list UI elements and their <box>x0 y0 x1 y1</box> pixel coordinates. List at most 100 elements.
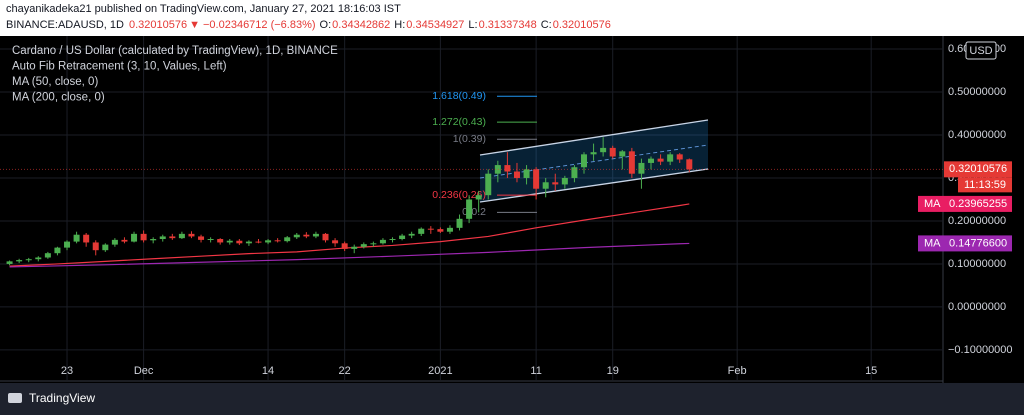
candle-body <box>628 151 635 174</box>
candle-body <box>494 165 501 174</box>
candle-body <box>35 257 42 260</box>
y-tick-label: 0.20000000 <box>948 215 1006 227</box>
candle-body <box>332 240 339 244</box>
candle-body <box>25 259 32 261</box>
countdown: 11:13:59 <box>964 179 1006 191</box>
candle-body <box>207 239 214 241</box>
candle-body <box>418 228 425 234</box>
x-tick-label: 14 <box>262 365 274 377</box>
x-tick-label: 2021 <box>428 365 452 377</box>
candle-body <box>6 261 13 264</box>
fib-label: 1(0.39) <box>453 133 486 145</box>
candle-body <box>265 240 272 243</box>
candle-body <box>370 243 377 245</box>
candle-body <box>312 233 319 237</box>
y-tick-label: 0.50000000 <box>948 86 1006 98</box>
candle-body <box>523 169 530 178</box>
candle-body <box>73 234 80 242</box>
candle-body <box>533 169 540 189</box>
candle-body <box>217 239 224 243</box>
legend-entry: MA (200, close, 0) <box>12 92 105 104</box>
ma-line <box>9 203 690 267</box>
candle-body <box>466 199 473 219</box>
legend-entry: Cardano / US Dollar (calculated by Tradi… <box>12 45 338 57</box>
candle-body <box>609 147 616 157</box>
header-field: BINANCE:ADAUSD, 1D <box>6 19 124 31</box>
header-field: 0.32010576 <box>553 19 611 31</box>
ma-line <box>9 242 690 268</box>
header-field: O: <box>320 19 332 31</box>
x-tick-label: 15 <box>865 365 877 377</box>
candle-body <box>198 236 205 240</box>
legend-entry: Auto Fib Retracement (3, 10, Values, Lef… <box>12 61 227 73</box>
symbol-line: BINANCE:ADAUSD, 1D 0.32010576 ▼ −0.02346712… <box>6 19 611 31</box>
candle-body <box>226 240 233 243</box>
y-tick-label: 0.40000000 <box>948 129 1006 141</box>
header-field: −0.02346712 (−6.83%) <box>203 19 316 31</box>
candle-body <box>427 228 434 230</box>
candle-body <box>178 233 185 239</box>
footer-bar <box>0 383 1024 415</box>
header-field: C: <box>541 19 552 31</box>
ma-tag: MA <box>924 198 941 210</box>
candle-body <box>676 154 683 160</box>
ma-price-label: 0.14776600 <box>949 237 1007 249</box>
x-tick-label: 11 <box>530 365 541 377</box>
candle-body <box>188 233 195 237</box>
candle-body <box>284 237 291 242</box>
candle-body <box>437 229 444 232</box>
candle-body <box>131 233 138 242</box>
candle-body <box>303 234 310 237</box>
candle-body <box>341 243 348 249</box>
x-tick-label: 19 <box>607 365 619 377</box>
candle-body <box>542 182 549 189</box>
candle-body <box>322 233 329 241</box>
candle-body <box>552 182 559 185</box>
y-tick-label: −0.10000000 <box>948 344 1013 356</box>
fib-label: 0.236(0.26) <box>432 189 486 201</box>
candle-body <box>92 242 99 251</box>
candle-body <box>351 246 358 249</box>
candle-body <box>44 253 51 258</box>
last-price-box <box>944 161 1012 178</box>
candle-body <box>667 154 674 162</box>
candle-body <box>236 240 243 244</box>
candle-body <box>54 247 61 254</box>
candle-body <box>456 218 463 228</box>
candle-body <box>619 151 626 157</box>
ma-price-box <box>918 195 1012 212</box>
candle-body <box>513 171 520 178</box>
candle-body <box>648 158 655 163</box>
candle-body <box>150 239 157 241</box>
candle-body <box>600 147 607 153</box>
x-tick-label: Dec <box>134 365 154 377</box>
candle-body <box>638 162 645 174</box>
fib-label: 1.618(0.49) <box>432 90 486 102</box>
candle-body <box>83 234 90 243</box>
header-bar <box>0 0 1024 36</box>
parallel-channel <box>479 119 709 203</box>
x-tick-label: 23 <box>61 365 73 377</box>
y-tick-label: 0.10000000 <box>948 258 1006 270</box>
candle-body <box>159 236 166 240</box>
candle-body <box>686 159 693 170</box>
candle-body <box>504 165 511 172</box>
legend-entry: MA (50, close, 0) <box>12 76 98 88</box>
candle-body <box>399 235 406 240</box>
header-field: 0.34342862 <box>332 19 390 31</box>
candle-body <box>561 177 568 185</box>
candle-body <box>274 240 281 242</box>
candle-body <box>245 241 252 244</box>
header-field: H: <box>394 19 405 31</box>
candle-body <box>657 158 664 162</box>
tv-logo <box>8 393 22 403</box>
header-field: 0.34534927 <box>406 19 464 31</box>
countdown-box <box>958 177 1012 193</box>
candle-body <box>360 244 367 247</box>
currency: USD <box>969 45 992 57</box>
candle-body <box>169 236 176 239</box>
candle-body <box>140 233 147 241</box>
candle-body <box>379 239 386 244</box>
currency-box <box>965 41 997 60</box>
